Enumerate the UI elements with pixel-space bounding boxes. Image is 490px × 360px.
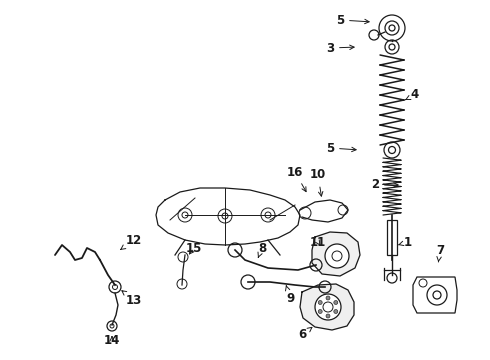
Polygon shape — [312, 232, 360, 276]
Text: 5: 5 — [326, 141, 356, 154]
Polygon shape — [300, 284, 354, 330]
Circle shape — [318, 301, 322, 305]
Text: 16: 16 — [287, 166, 306, 192]
Text: 12: 12 — [121, 234, 142, 249]
Circle shape — [261, 208, 275, 222]
Text: 5: 5 — [336, 13, 369, 27]
Text: 2: 2 — [371, 179, 398, 192]
Text: 1: 1 — [398, 235, 412, 248]
Text: 15: 15 — [186, 242, 202, 255]
Text: 3: 3 — [326, 41, 354, 54]
Text: 13: 13 — [122, 291, 142, 306]
Text: 11: 11 — [310, 235, 326, 248]
Text: 4: 4 — [406, 89, 419, 102]
Text: 14: 14 — [104, 333, 120, 346]
Circle shape — [178, 208, 192, 222]
Circle shape — [325, 244, 349, 268]
Text: 7: 7 — [436, 243, 444, 262]
Text: 9: 9 — [286, 286, 294, 305]
Text: 10: 10 — [310, 168, 326, 196]
Circle shape — [218, 209, 232, 223]
Text: 6: 6 — [298, 327, 312, 342]
Circle shape — [326, 314, 330, 318]
Circle shape — [334, 301, 338, 305]
Circle shape — [318, 310, 322, 314]
Circle shape — [334, 310, 338, 314]
Text: 8: 8 — [258, 242, 266, 257]
Circle shape — [326, 296, 330, 300]
Circle shape — [315, 294, 341, 320]
